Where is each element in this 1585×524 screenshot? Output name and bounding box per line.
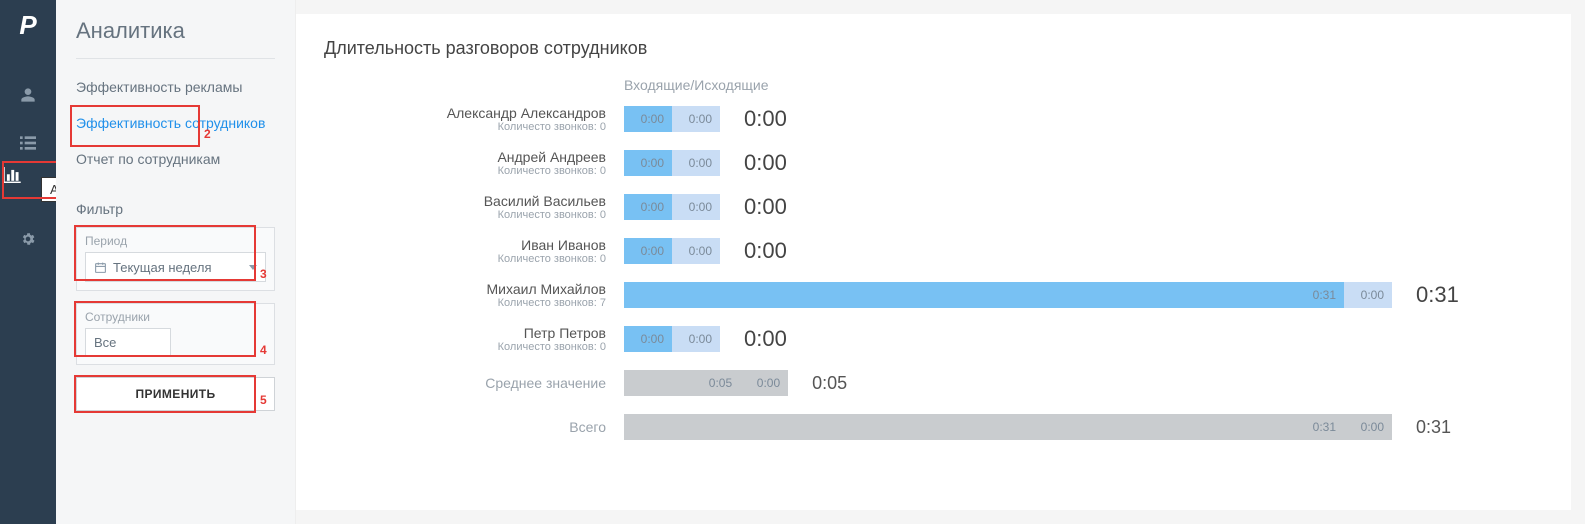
app-logo: P (19, 10, 36, 41)
bar-outgoing: 0:00 (672, 326, 720, 352)
annotation-num-3: 3 (260, 267, 267, 281)
employee-row: Петр ПетровКоличесто звонков: 00:000:000… (324, 317, 1543, 361)
chart-legend: Входящие/Исходящие (624, 77, 1543, 93)
row-total: 0:00 (720, 194, 787, 220)
bar-outgoing: 0:00 (672, 106, 720, 132)
bar-outgoing: 0:00 (672, 238, 720, 264)
row-total: 0:00 (720, 106, 787, 132)
bar-incoming: 0:05 (624, 370, 740, 396)
row-total: 0:00 (720, 238, 787, 264)
row-name: Всего (324, 419, 606, 435)
row-name: Петр Петров (324, 325, 606, 341)
row-calls: Количесто звонков: 0 (324, 121, 606, 133)
row-calls: Количесто звонков: 0 (324, 209, 606, 221)
chart: Входящие/Исходящие Александр Александров… (324, 77, 1543, 449)
employee-row: Александр АлександровКоличесто звонков: … (324, 97, 1543, 141)
sidebar-link-ads[interactable]: Эффективность рекламы (76, 69, 275, 105)
employee-row: Василий ВасильевКоличесто звонков: 0 0:00… (324, 185, 1543, 229)
list-icon (20, 136, 36, 150)
bar-outgoing: 0:00 (1344, 414, 1392, 440)
row-name: Михаил Михайлов (324, 281, 606, 297)
divider (76, 58, 275, 59)
annotation-box-4 (74, 301, 256, 357)
row-calls: Количесто звонков: 7 (324, 297, 606, 309)
row-calls: Количесто звонков: 0 (324, 253, 606, 265)
bar-incoming: 0:00 (624, 326, 672, 352)
row-name: Александр Александров (324, 105, 606, 121)
user-icon (20, 87, 36, 103)
bar-incoming: 0:31 (624, 282, 1344, 308)
row-calls: Количесто звонков: 0 (324, 341, 606, 353)
row-name: Василий Васильев (324, 193, 606, 209)
employee-row: Михаил МихайловКоличесто звонков: 70:310… (324, 273, 1543, 317)
annotation-box-2 (70, 105, 200, 147)
row-total: 0:00 (720, 326, 787, 352)
row-total: 0:31 (1392, 282, 1459, 308)
nav-user[interactable] (0, 71, 56, 119)
nav-analytics[interactable]: Аналитика 1 (0, 167, 56, 215)
employee-row: Иван ИвановКоличесто звонков: 00:000:000… (324, 229, 1543, 273)
annotation-box-5 (74, 375, 256, 413)
main-panel: Длительность разговоров сотрудников Вход… (296, 14, 1571, 510)
row-calls: Количесто звонков: 0 (324, 165, 606, 177)
bar-incoming: 0:31 (624, 414, 1344, 440)
nav-settings[interactable] (0, 215, 56, 263)
nav-rail: P Аналитика 1 (0, 0, 56, 524)
row-name: Андрей Андреев (324, 149, 606, 165)
annotation-num-2: 2 (204, 127, 211, 141)
annotation-box-3 (74, 225, 256, 281)
bar-outgoing: 0:00 (672, 194, 720, 220)
row-name: Среднее значение (324, 375, 606, 391)
bar-incoming: 0:00 (624, 194, 672, 220)
bar-outgoing: 0:00 (1344, 282, 1392, 308)
page-title: Аналитика (76, 18, 275, 44)
row-total: 0:05 (788, 373, 847, 394)
bar-outgoing: 0:00 (672, 150, 720, 176)
row-name: Иван Иванов (324, 237, 606, 253)
row-total: 0:31 (1392, 417, 1451, 438)
annotation-num-5: 5 (260, 393, 267, 407)
summary-row: Среднее значение 0:050:000:05 (324, 361, 1543, 405)
gear-icon (20, 231, 36, 247)
annotation-num-4: 4 (260, 343, 267, 357)
summary-row: Всего 0:310:000:31 (324, 405, 1543, 449)
bar-outgoing: 0:00 (740, 370, 788, 396)
sidebar: Аналитика Эффективность рекламы Эффектив… (56, 0, 296, 524)
row-total: 0:00 (720, 150, 787, 176)
employee-row: Андрей АндреевКоличесто звонков: 00:000:… (324, 141, 1543, 185)
chart-title: Длительность разговоров сотрудников (324, 38, 1543, 59)
filter-title: Фильтр (76, 201, 275, 217)
bar-incoming: 0:00 (624, 238, 672, 264)
bar-incoming: 0:00 (624, 150, 672, 176)
bar-incoming: 0:00 (624, 106, 672, 132)
nav-list[interactable] (0, 119, 56, 167)
